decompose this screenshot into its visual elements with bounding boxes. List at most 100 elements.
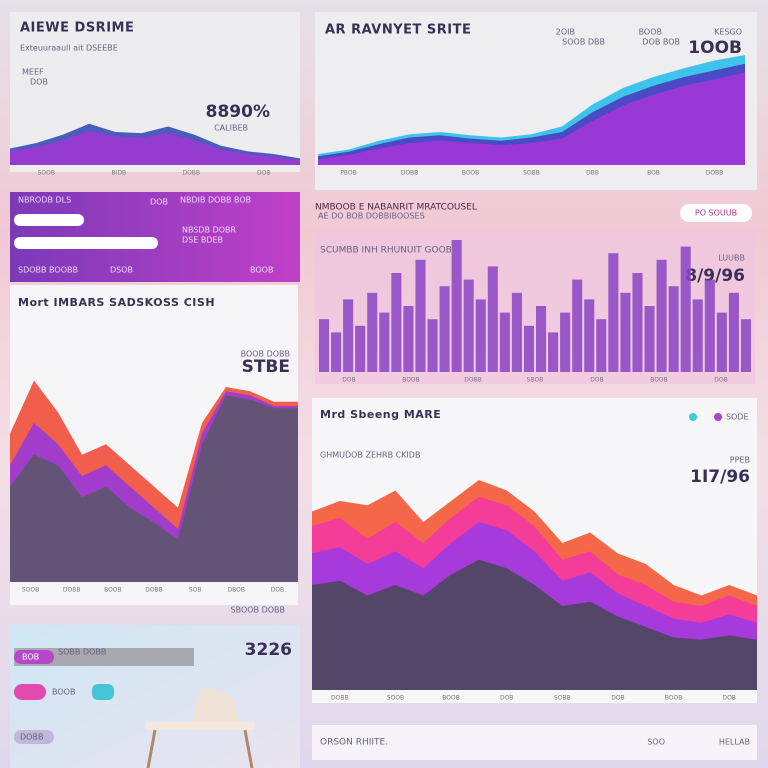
label: SOBB DOBB [58, 648, 106, 657]
pill-label[interactable]: BOB [22, 653, 39, 662]
x-tick-label: SOOB [38, 170, 55, 177]
bar [704, 279, 715, 372]
panel [312, 725, 757, 760]
pill[interactable] [14, 684, 46, 700]
label: DOB [150, 198, 168, 207]
input[interactable] [14, 237, 158, 249]
x-tick-label: DOBB [401, 170, 419, 177]
area [10, 395, 298, 582]
label: HELLAB [719, 738, 750, 747]
x-tick-label: DOB [342, 377, 355, 384]
pill[interactable] [14, 650, 54, 664]
bar [740, 319, 751, 372]
bar [463, 279, 474, 372]
x-tick-label: DOB [257, 170, 270, 177]
label: DOB [30, 78, 48, 87]
x-tick-label: DOB [500, 695, 513, 702]
label: NBDIB DOBB BOB [180, 196, 251, 205]
banner-title: NMBOOB E NABANRIT MRATCOUSEL [315, 203, 477, 213]
bar [716, 312, 727, 372]
area [312, 559, 757, 690]
label: SOO [647, 738, 665, 747]
bar [596, 319, 607, 372]
x-tick-label: SOOB [387, 695, 404, 702]
kpi: 1I7/96 [690, 467, 750, 487]
bar [439, 286, 450, 372]
title: AIEWE DSRIME [20, 21, 134, 36]
bar [331, 332, 342, 372]
bar [487, 266, 498, 372]
bar [319, 319, 330, 372]
bar [391, 273, 402, 372]
bar-input [14, 648, 194, 666]
x-tick-label: DOBB [331, 695, 349, 702]
pill[interactable] [92, 684, 114, 700]
chair [145, 688, 255, 768]
button-label[interactable]: PO SOUUB [695, 209, 737, 218]
x-tick-label: DOB [271, 587, 284, 594]
x-tick-label: DBB [586, 170, 599, 177]
bar [355, 325, 366, 372]
x-tick-label: BOOB [462, 170, 480, 177]
bar [572, 279, 583, 372]
subtitle: GHMUDOB ZEHRB CKIDB [320, 451, 420, 460]
title: AR RAVNYET SRITE [325, 23, 471, 38]
bar [620, 292, 631, 372]
bar [403, 306, 414, 372]
x-tick-label: BIDB [111, 170, 126, 177]
stat: KESGO [714, 28, 742, 37]
x-tick-label: DOBB [182, 170, 200, 177]
pill[interactable] [14, 730, 54, 744]
x-tick-label: BOB [647, 170, 660, 177]
stat-label: DOB BOB [642, 38, 680, 47]
x-tick-label: DOBB [464, 377, 482, 384]
legend-dot [689, 413, 697, 421]
label: NBRODB DLS [18, 196, 71, 205]
bar [692, 299, 703, 372]
button[interactable] [680, 204, 752, 222]
bar [343, 299, 354, 372]
x-tick-label: DOBB [145, 587, 163, 594]
bar [680, 246, 691, 372]
kpi-label: BOOB DOBB [241, 350, 290, 359]
legend-label: SODE [726, 413, 749, 422]
x-tick-label: DOB [590, 377, 603, 384]
x-tick-label: BOOB [104, 587, 122, 594]
kpi: 3226 [245, 640, 292, 660]
x-tick-label: PBOB [340, 170, 356, 177]
bar [536, 306, 547, 372]
stat: 2OIB [556, 28, 575, 37]
kpi: STBE [242, 357, 290, 377]
area [10, 130, 300, 165]
kpi-label: LUUBB [718, 254, 745, 263]
bar [499, 312, 510, 372]
bar [367, 292, 378, 372]
stat: BOOB [639, 28, 662, 37]
bar [415, 259, 426, 372]
x-tick-label: DOB [611, 695, 624, 702]
subtitle: Exteuuraaull ait DSEEBE [20, 44, 118, 53]
x-tick-label: DOBB [63, 587, 81, 594]
pill-label[interactable]: DOBB [20, 733, 43, 742]
x-tick-label: DBOB [228, 587, 245, 594]
title: ORSON RHIITE. [320, 738, 388, 748]
x-tick-label: DOB [722, 695, 735, 702]
bar [451, 240, 462, 372]
x-tick-label: BOOB [442, 695, 460, 702]
bar [608, 253, 619, 372]
x-tick-label: DOBB [706, 170, 724, 177]
kpi-label: PPEB [730, 456, 750, 465]
title: Mrd Sbeeng MARE [320, 408, 441, 421]
x-tick-label: SOOB [22, 587, 39, 594]
bar [644, 306, 655, 372]
bar [656, 259, 667, 372]
label: BOOB [52, 688, 75, 697]
x-tick-label: BOOB [650, 377, 668, 384]
legend-dot [714, 413, 722, 421]
input[interactable] [14, 214, 84, 226]
x-tick-label: DOB [714, 377, 727, 384]
kpi: 8/9/96 [685, 266, 745, 286]
bar [511, 292, 522, 372]
label: DSE BDEB [182, 236, 223, 245]
bar [379, 312, 390, 372]
